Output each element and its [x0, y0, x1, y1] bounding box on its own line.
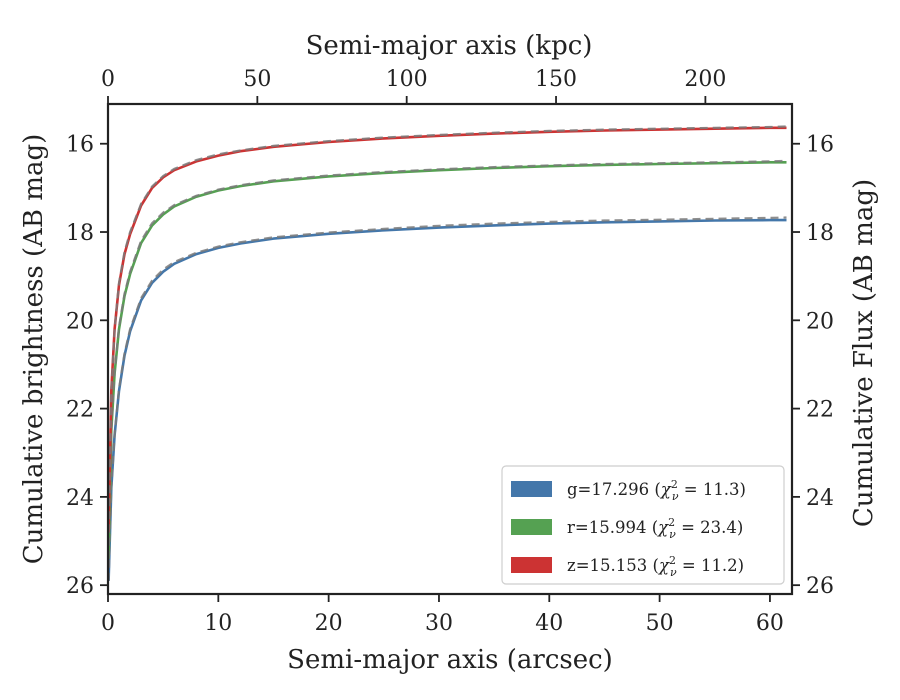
legend-text-part: χ [657, 518, 669, 537]
y-right-tick-label-16: 16 [806, 133, 834, 158]
y-axis-title: Cumulative brightness (AB mag) [19, 134, 49, 565]
series-layer [107, 125, 787, 581]
y-right-tick-label-24: 24 [806, 486, 834, 511]
legend-swatch-r [511, 519, 552, 535]
legend-text-part: r=15.994 ( [567, 518, 658, 537]
model-line-r [107, 159, 787, 559]
y-tick-label-22: 22 [66, 398, 94, 423]
x-top-tick-label-100: 100 [386, 67, 428, 92]
plot-frame [106, 102, 794, 596]
x-tick-label-0: 0 [101, 611, 115, 636]
legend-label-z: z=15.153 (χ2 ν = 11.2) [567, 554, 744, 579]
y-tick-label-18: 18 [66, 221, 94, 246]
legend-text-part: ν [669, 528, 676, 541]
y-right-tick-label-20: 20 [806, 309, 834, 334]
legend: g=17.296 (χ2 ν = 11.3)r=15.994 (χ2 ν = 23.… [501, 465, 785, 585]
legend-text-part: 2 [669, 554, 676, 567]
legend-text-part: 2 [671, 478, 678, 491]
y-right-tick-label-18: 18 [806, 221, 834, 246]
y-tick-label-20: 20 [66, 309, 94, 334]
y-tick-label-24: 24 [66, 486, 94, 511]
y-right-axis-title: Cumulative Flux (AB mag) [849, 179, 879, 527]
model-line-z [107, 125, 787, 533]
y-tick-label-16: 16 [66, 133, 94, 158]
x-top-axis-title: Semi-major axis (kpc) [306, 31, 593, 61]
x-tick-label-40: 40 [535, 611, 563, 636]
axes-layer: 0 10 20 30 40 50 600 50 100 150 200161820222426161… [19, 31, 879, 675]
x-top-tick-label-50: 50 [243, 67, 271, 92]
series-line-g [107, 218, 787, 581]
legend-text-part: χ [660, 480, 672, 499]
legend-swatch-z [511, 557, 552, 573]
legend-text-part: = 23.4) [676, 518, 744, 537]
legend-text-part: χ [658, 556, 670, 575]
x-top-tick-label-150: 150 [535, 67, 577, 92]
x-tick-label-20: 20 [315, 611, 343, 636]
legend-label-g: g=17.296 (χ2 ν = 11.3) [567, 478, 746, 503]
legend-text-part: z=15.153 ( [567, 556, 659, 575]
y-right-tick-label-26: 26 [806, 574, 834, 599]
y-tick-label-26: 26 [66, 574, 94, 599]
x-tick-label-30: 30 [425, 611, 453, 636]
legend-label-r: r=15.994 (χ2 ν = 23.4) [567, 516, 743, 541]
x-tick-label-10: 10 [204, 611, 232, 636]
x-tick-label-50: 50 [646, 611, 674, 636]
legend-swatch-g [511, 481, 552, 497]
y-right-tick-label-22: 22 [806, 398, 834, 423]
x-top-tick-label-0: 0 [101, 67, 115, 92]
legend-text-part: = 11.3) [679, 480, 747, 499]
legend-text-part: 2 [668, 516, 675, 529]
x-tick-label-60: 60 [756, 611, 784, 636]
series-line-r [107, 161, 787, 559]
legend-text-part: ν [672, 490, 679, 503]
legend-text-part: = 11.2) [677, 556, 745, 575]
model-line-g [107, 216, 787, 581]
legend-box [501, 465, 785, 585]
x-top-tick-label-200: 200 [684, 67, 726, 92]
legend-text-part: g=17.296 ( [567, 480, 661, 499]
legend-text-part: ν [670, 566, 677, 579]
x-axis-title: Semi-major axis (arcsec) [287, 645, 613, 675]
